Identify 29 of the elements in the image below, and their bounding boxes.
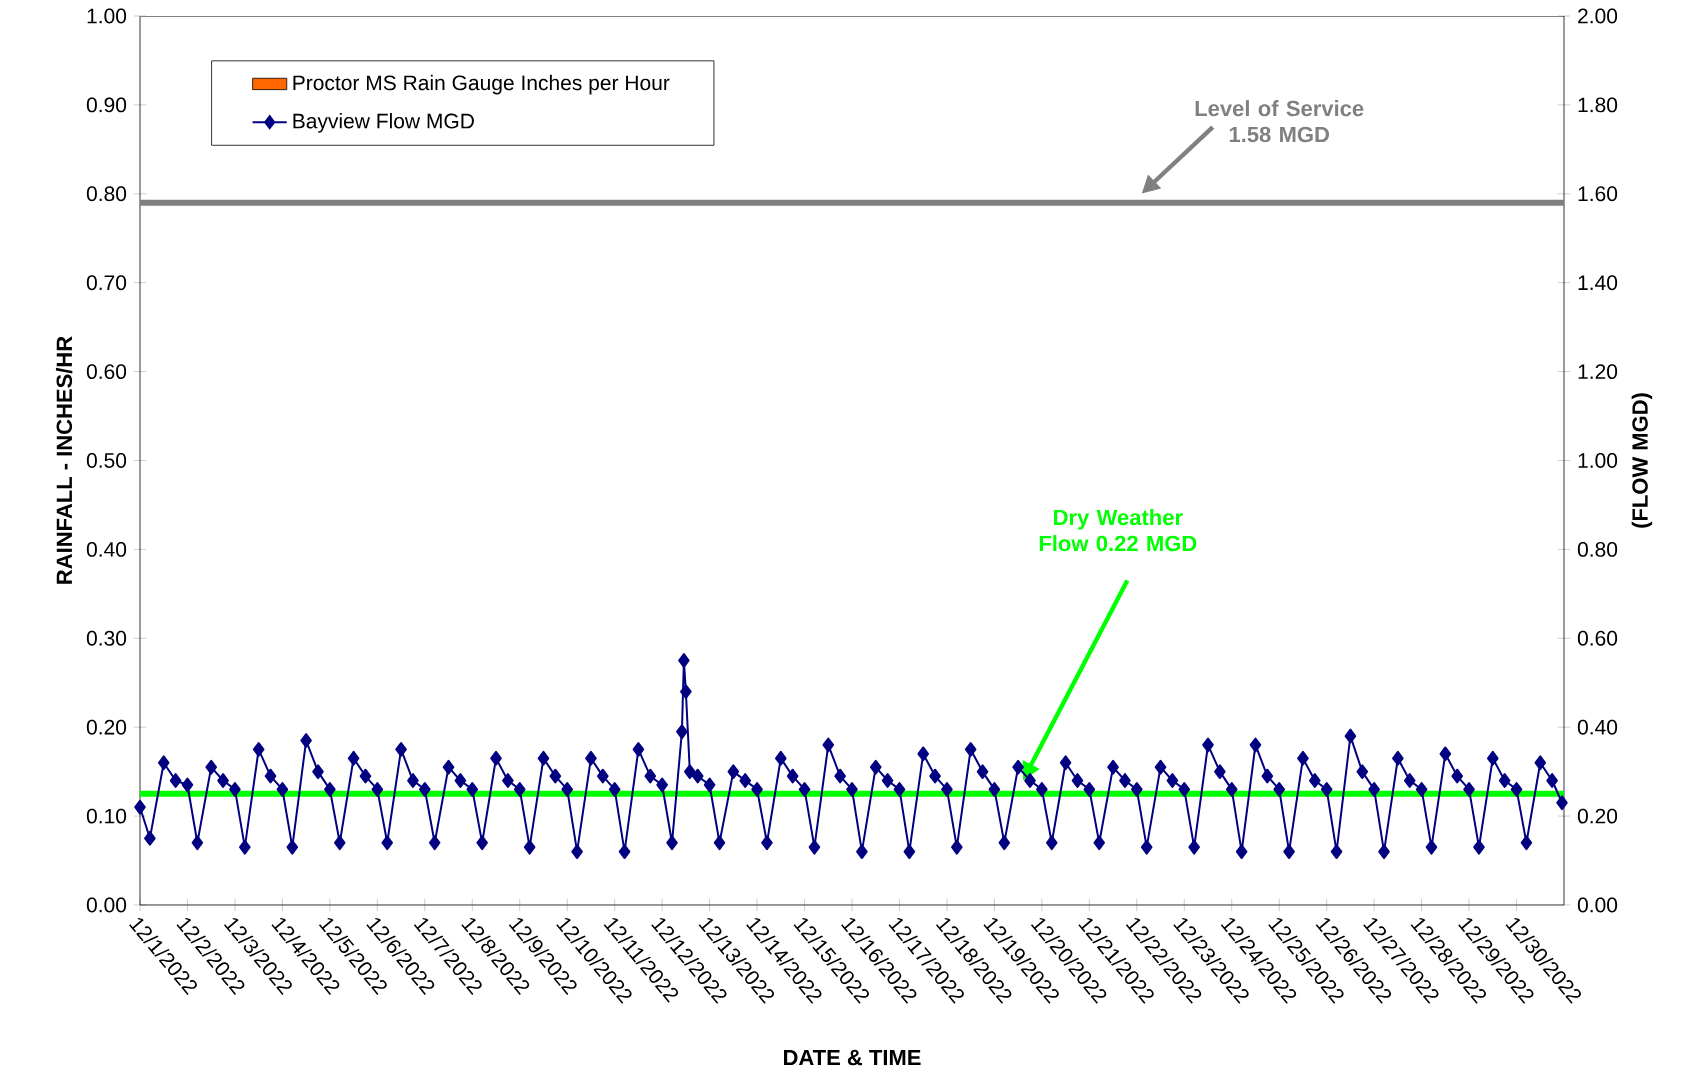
y2-tick-label: 1.80 [1578, 97, 1618, 113]
y-tick-label: 1.00 [87, 8, 127, 24]
x-axis-title: DATE & TIME [784, 1049, 921, 1066]
y-tick-label: 0.00 [86, 897, 127, 913]
y-axis-title: RAINFALL - INCHES/HR [55, 336, 73, 584]
y-tick-label: 0.70 [86, 275, 127, 291]
y2-tick-label: 2.00 [1578, 8, 1618, 24]
y-tick-label: 0.60 [86, 364, 127, 380]
y2-tick-label: 0.80 [1577, 541, 1618, 557]
y2-tick-label: 1.40 [1578, 275, 1618, 291]
ref-line-label: Dry Weather Flow 0.22 MGD [1039, 509, 1197, 552]
y-tick-label: 0.90 [86, 97, 127, 113]
y-tick-label: 0.20 [86, 719, 127, 735]
y2-tick-label: 1.00 [1578, 453, 1618, 468]
y-tick-label: 0.50 [86, 453, 127, 468]
legend-label: Bayview Flow MGD [293, 113, 474, 133]
y2-tick-label: 1.60 [1578, 186, 1618, 202]
y2-tick-label: 0.00 [1577, 897, 1618, 913]
y2-tick-label: 0.40 [1577, 719, 1618, 735]
y2-tick-label: 0.60 [1577, 630, 1618, 646]
y-tick-label: 0.40 [86, 541, 127, 557]
ref-line-label: Level of Service 1.58 MGD [1195, 100, 1364, 143]
legend-label: Proctor MS Rain Gauge Inches per Hour [293, 74, 670, 95]
y-tick-label: 0.80 [86, 186, 127, 202]
y-tick-label: 0.30 [86, 630, 127, 646]
y2-tick-label: 1.20 [1578, 364, 1618, 380]
y-tick-label: 0.10 [86, 808, 127, 824]
y2-tick-label: 0.20 [1577, 808, 1618, 824]
y2-axis-title: (FLOW MGD) [1631, 393, 1653, 528]
